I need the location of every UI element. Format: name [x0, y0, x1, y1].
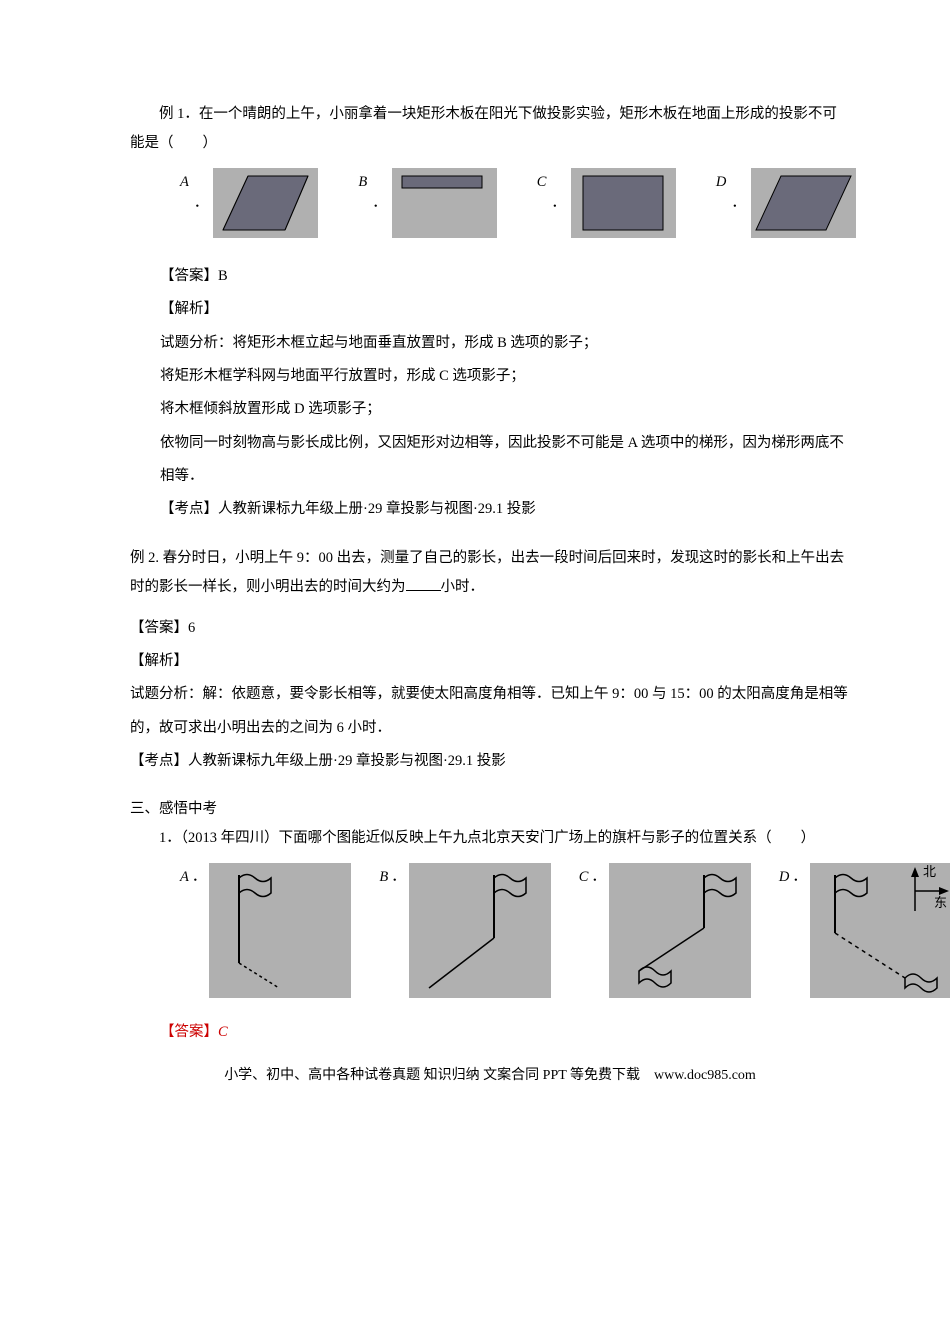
s3q1-answer: 【答案】C: [160, 1018, 850, 1047]
dot: ．: [372, 189, 387, 218]
opt-a-label: A: [180, 168, 189, 197]
ex2-prompt: 例 2. 春分时日，小明上午 9：00 出去，测量了自己的影长，出去一段时间后回…: [130, 544, 850, 602]
ex1-analysis-4: 依物同一时刻物高与影长成比例，又因矩形对边相等，因此投影不可能是 A 选项中的梯…: [160, 427, 850, 494]
opt-b-label: B: [358, 168, 367, 197]
dot: ．: [551, 189, 566, 218]
flag-c: [609, 863, 751, 998]
ex2-analysis-1: 试题分析：解：依题意，要令影长相等，就要使太阳高度角相等．已知上午 9：00 与…: [130, 678, 850, 745]
ex1-shape-c: [571, 168, 676, 238]
s3q1-prompt: 1．（2013 年四川）下面哪个图能近似反映上午九点北京天安门广场上的旗杆与影子…: [130, 824, 850, 853]
ex1-kaodian: 【考点】人教新课标九年级上册·29 章投影与视图·29.1 投影: [160, 493, 850, 526]
ex1-options: A ． B ． C ． D ．: [180, 168, 850, 238]
dot: ．: [194, 189, 209, 218]
ex2-answer: 【答案】6: [130, 612, 850, 645]
ex1-shape-a: [213, 168, 318, 238]
dot: ．: [591, 863, 606, 892]
s3q1-b-label: B: [379, 863, 388, 892]
ex1-analysis-1: 试题分析：将矩形木框立起与地面垂直放置时，形成 B 选项的影子；: [160, 327, 850, 360]
flag-a: [209, 863, 351, 998]
ex1-prompt: 例 1．在一个晴朗的上午，小丽拿着一块矩形木板在阳光下做投影实验，矩形木板在地面…: [130, 100, 850, 158]
dot: ．: [731, 189, 746, 218]
dot: ．: [192, 863, 207, 892]
ex1-answer-block: 【答案】B 【解析】 试题分析：将矩形木框立起与地面垂直放置时，形成 B 选项的…: [130, 258, 850, 529]
ex1-analysis-2: 将矩形木框学科网与地面平行放置时，形成 C 选项影子；: [160, 360, 850, 393]
north-label: 北: [923, 864, 936, 879]
ex1-shape-b: [392, 168, 497, 238]
s3q1-options: A ． B ． C ．: [180, 863, 850, 998]
ex1-analysis-label: 【解析】: [160, 293, 850, 326]
page-footer: 小学、初中、高中各种试卷真题 知识归纳 文案合同 PPT 等免费下载 www.d…: [130, 1062, 850, 1090]
blank-underline: [406, 590, 441, 591]
ex1-answer: 【答案】B: [160, 260, 850, 293]
s3q1-d-label: D: [779, 863, 789, 892]
ex2-answer-block: 【答案】6 【解析】 试题分析：解：依题意，要令影长相等，就要使太阳高度角相等．…: [100, 610, 850, 781]
dot: ．: [792, 863, 807, 892]
ex1-shape-d: [751, 168, 856, 238]
flag-b: [409, 863, 551, 998]
dot: ．: [391, 863, 406, 892]
s3q1-c-label: C: [579, 863, 589, 892]
document-page: 例 1．在一个晴朗的上午，小丽拿着一块矩形木板在阳光下做投影实验，矩形木板在地面…: [0, 0, 950, 1120]
opt-d-label: D: [716, 168, 726, 197]
ex2-kaodian: 【考点】人教新课标九年级上册·29 章投影与视图·29.1 投影: [130, 745, 850, 778]
ex1-analysis-3: 将木框倾斜放置形成 D 选项影子；: [160, 393, 850, 426]
s3q1-a-label: A: [180, 863, 189, 892]
ex2-analysis-label: 【解析】: [130, 645, 850, 678]
east-label: 东: [934, 895, 947, 910]
section3-title: 三、感悟中考: [130, 795, 850, 824]
opt-c-label: C: [537, 168, 547, 197]
flag-d: 北 东: [810, 863, 950, 998]
